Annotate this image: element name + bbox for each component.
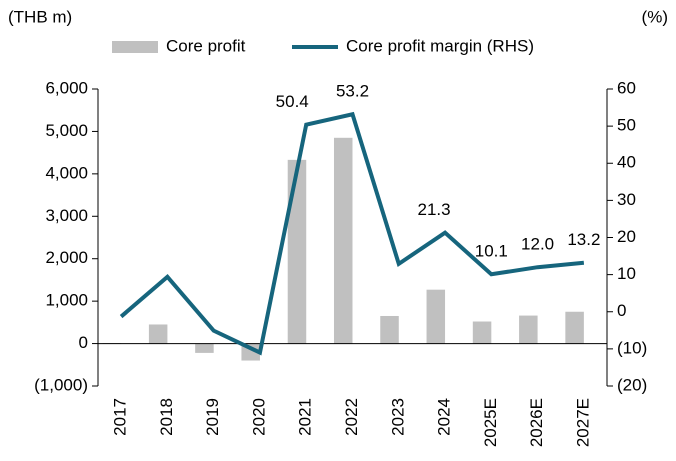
data-label: 21.3 bbox=[417, 200, 450, 219]
y2-tick-label: (20) bbox=[617, 375, 647, 394]
y2-tick-label: 10 bbox=[617, 264, 636, 283]
x-tick-label: 2017 bbox=[111, 398, 130, 436]
x-tick-label: 2025E bbox=[481, 398, 500, 447]
legend-label: Core profit margin (RHS) bbox=[346, 36, 534, 55]
y-tick-label: 0 bbox=[79, 333, 88, 352]
y2-tick-label: 60 bbox=[617, 78, 636, 97]
y-tick-label: 4,000 bbox=[45, 163, 88, 182]
y-tick-label: (1,000) bbox=[34, 375, 88, 394]
data-label: 12.0 bbox=[521, 235, 554, 254]
y-tick-label: 3,000 bbox=[45, 206, 88, 225]
y-tick-label: 2,000 bbox=[45, 248, 88, 267]
x-tick-label: 2019 bbox=[203, 398, 222, 436]
x-tick-label: 2022 bbox=[342, 398, 361, 436]
bar bbox=[565, 311, 584, 344]
y2-axis-label: (%) bbox=[642, 7, 668, 26]
x-tick-label: 2024 bbox=[435, 398, 454, 436]
y2-tick-label: 40 bbox=[617, 153, 636, 172]
line bbox=[119, 111, 585, 356]
y2-tick-label: 30 bbox=[617, 190, 636, 209]
bar bbox=[195, 343, 214, 353]
y2-tick-label: (10) bbox=[617, 338, 647, 357]
y2-tick-label: 20 bbox=[617, 227, 636, 246]
data-label: 50.4 bbox=[276, 92, 309, 111]
y-tick-label: 1,000 bbox=[45, 291, 88, 310]
data-label: 10.1 bbox=[475, 242, 508, 261]
bar bbox=[148, 324, 168, 344]
legend-swatch bbox=[112, 41, 158, 53]
legend-label: Core profit bbox=[166, 36, 246, 55]
y2-tick-label: 50 bbox=[617, 116, 636, 135]
bar bbox=[380, 315, 399, 344]
y2-tick-label: 0 bbox=[617, 301, 626, 320]
x-tick-label: 2026E bbox=[527, 398, 546, 447]
y-tick-label: 6,000 bbox=[45, 78, 88, 97]
data-label: 13.2 bbox=[567, 230, 600, 249]
x-tick-label: 2027E bbox=[573, 398, 592, 447]
x-tick-label: 2018 bbox=[157, 398, 176, 436]
bar bbox=[333, 137, 353, 344]
x-tick-label: 2023 bbox=[388, 398, 407, 436]
bar bbox=[426, 289, 446, 344]
x-tick-label: 2020 bbox=[249, 398, 268, 436]
bar bbox=[519, 315, 538, 344]
y-tick-label: 5,000 bbox=[45, 121, 88, 140]
y-axis-label: (THB m) bbox=[8, 7, 72, 26]
data-label: 53.2 bbox=[336, 82, 369, 101]
bar bbox=[287, 159, 307, 344]
bar bbox=[472, 321, 492, 344]
x-tick-label: 2021 bbox=[296, 398, 315, 436]
